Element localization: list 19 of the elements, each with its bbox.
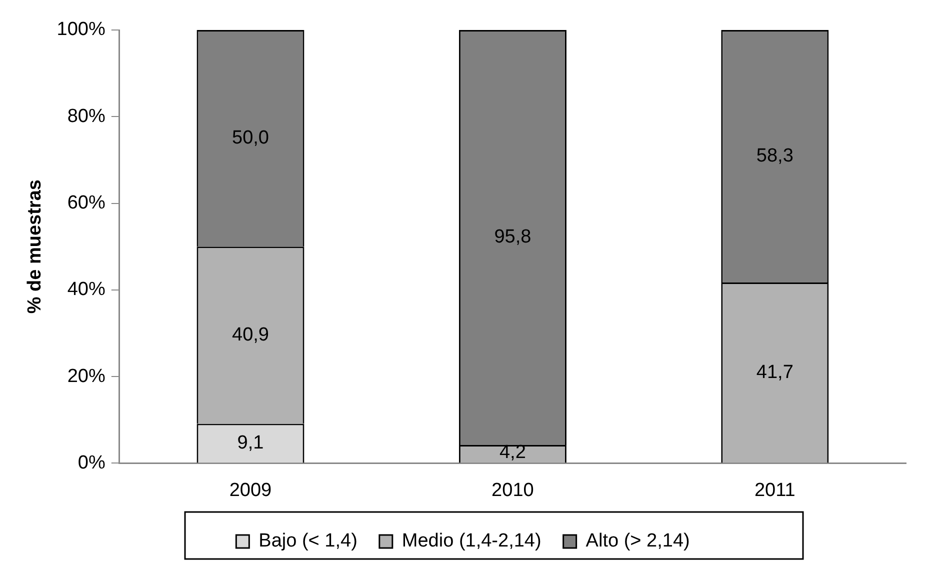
data-label: 95,8 bbox=[494, 226, 532, 248]
y-tick-label: 20% bbox=[67, 366, 106, 387]
y-tick-label: 80% bbox=[67, 106, 106, 127]
data-label: 58,3 bbox=[756, 146, 794, 167]
y-axis-title: % de muestras bbox=[24, 180, 46, 314]
data-label: 50,0 bbox=[232, 128, 269, 149]
y-tick-label: 100% bbox=[56, 19, 106, 40]
x-tick-label: 2011 bbox=[754, 480, 796, 501]
legend-label: Medio (1,4-2,14) bbox=[402, 530, 542, 552]
y-tick-label: 60% bbox=[67, 192, 106, 214]
x-tick-label: 2009 bbox=[229, 480, 272, 501]
legend-label: Alto (> 2,14) bbox=[586, 530, 690, 552]
legend-label: Bajo (< 1,4) bbox=[258, 530, 358, 552]
y-tick-label: 0% bbox=[78, 452, 106, 474]
x-tick-label: 2010 bbox=[492, 480, 534, 501]
data-label: 41,7 bbox=[756, 362, 794, 383]
data-label: 40,9 bbox=[232, 324, 269, 346]
y-tick-label: 40% bbox=[67, 279, 106, 300]
data-label: 9,1 bbox=[237, 432, 264, 454]
